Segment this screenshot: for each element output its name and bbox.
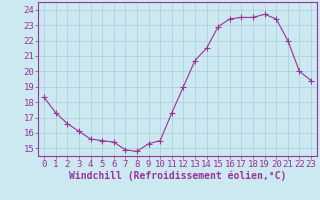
X-axis label: Windchill (Refroidissement éolien,°C): Windchill (Refroidissement éolien,°C) <box>69 171 286 181</box>
